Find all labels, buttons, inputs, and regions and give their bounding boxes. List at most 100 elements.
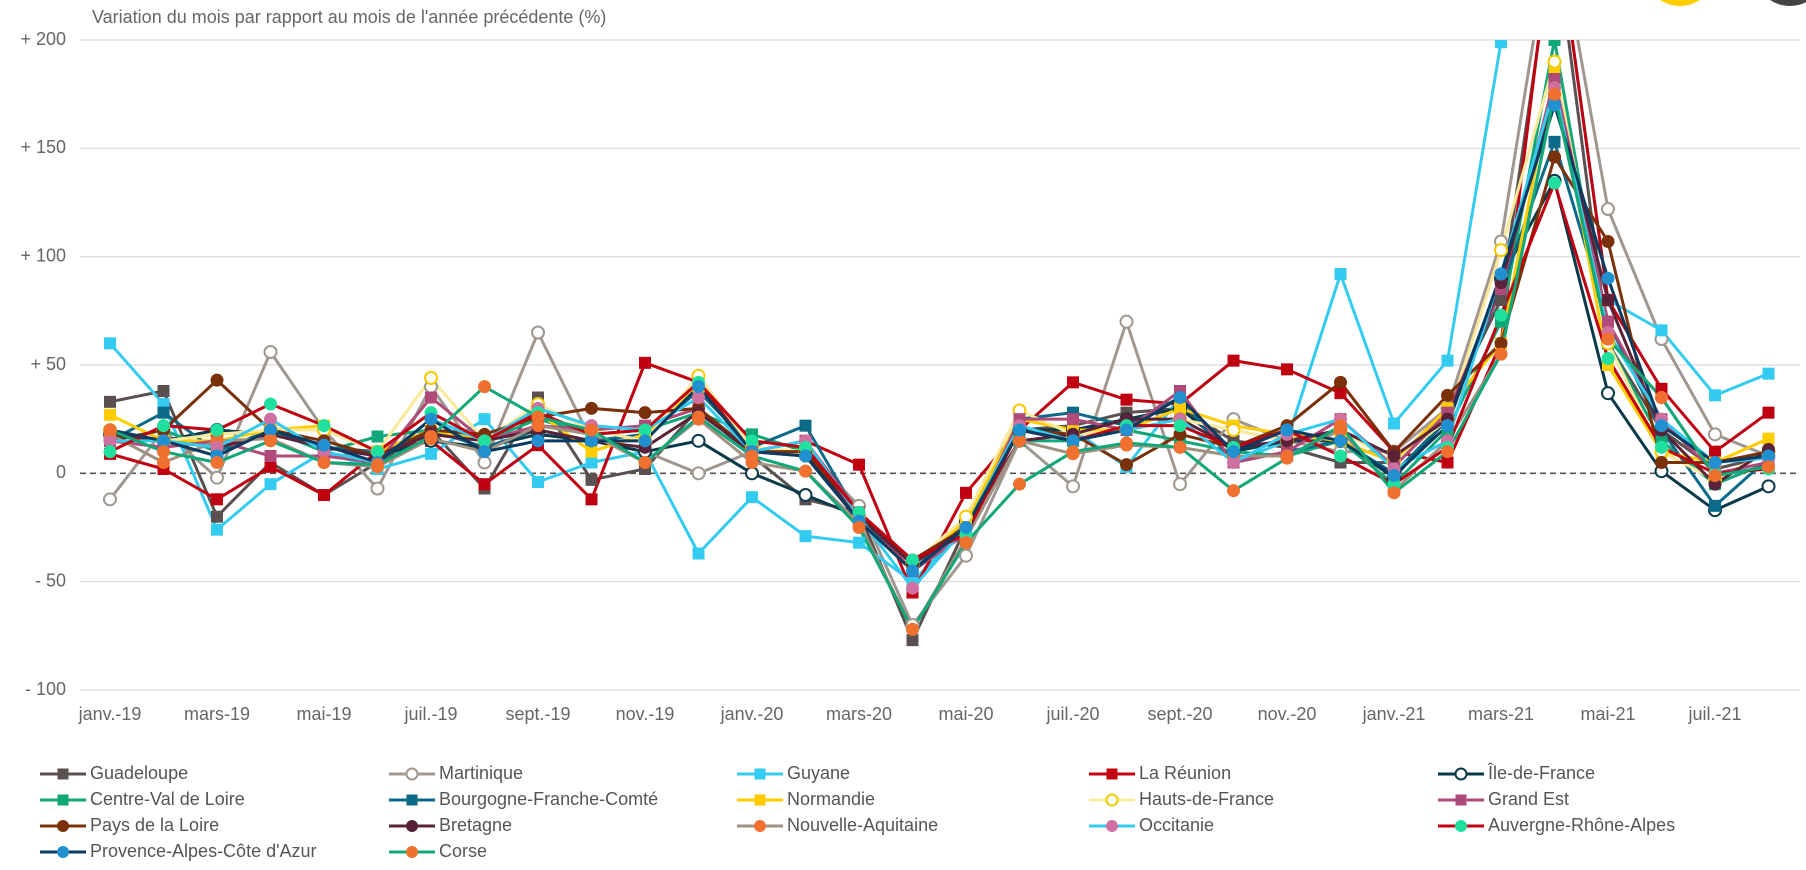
- marker: [1708, 456, 1722, 469]
- marker: [264, 450, 277, 462]
- x-tick-label: janv.-19: [78, 704, 142, 724]
- legend-label: Auvergne-Rhône-Alpes: [1488, 815, 1675, 835]
- marker: [103, 423, 117, 437]
- marker: [1548, 40, 1561, 46]
- marker: [210, 373, 224, 387]
- legend-item: Hauts-de-France: [1089, 789, 1274, 809]
- marker: [745, 449, 759, 463]
- marker: [157, 385, 170, 397]
- x-tick-label: juil.-20: [1045, 704, 1099, 724]
- marker: [1387, 486, 1401, 500]
- x-tick-label: mars-21: [1468, 704, 1534, 724]
- marker: [1655, 440, 1668, 454]
- x-tick-label: mai-21: [1580, 704, 1635, 724]
- marker: [1334, 419, 1347, 433]
- marker: [103, 434, 117, 448]
- marker: [1173, 440, 1187, 454]
- marker: [263, 345, 278, 359]
- legend-label: Centre-Val de Loire: [90, 789, 245, 809]
- marker: [1334, 449, 1347, 463]
- marker: [1120, 423, 1133, 437]
- y-tick-label: 0: [56, 462, 66, 482]
- marker: [799, 449, 812, 463]
- marker: [1227, 445, 1240, 459]
- y-tick-label: + 50: [30, 354, 66, 374]
- x-tick-label: juil.-19: [403, 704, 457, 724]
- marker: [57, 820, 69, 832]
- marker: [406, 846, 418, 858]
- marker: [478, 445, 491, 459]
- marker: [585, 456, 598, 469]
- marker: [1281, 363, 1293, 376]
- marker: [1762, 449, 1775, 463]
- marker: [371, 445, 384, 459]
- legend-item: Grand Est: [1438, 789, 1569, 809]
- marker: [210, 456, 224, 469]
- marker: [906, 564, 919, 578]
- legend-label: Île-de-France: [1487, 763, 1595, 783]
- marker: [1226, 423, 1241, 437]
- marker: [57, 768, 69, 780]
- marker: [1548, 150, 1561, 164]
- marker: [478, 478, 491, 491]
- x-tick-label: janv.-20: [720, 704, 784, 724]
- marker: [585, 423, 598, 437]
- marker: [1708, 427, 1722, 442]
- marker: [1494, 267, 1508, 281]
- marker: [1762, 432, 1775, 445]
- marker: [1601, 202, 1615, 216]
- legend-item: Centre-Val de Loire: [40, 789, 245, 809]
- marker: [1709, 389, 1721, 402]
- plot-area: [103, 40, 1776, 647]
- series-line: [109, 77, 1769, 573]
- marker: [1495, 40, 1507, 49]
- legend-label: Bourgogne-Franche-Comté: [439, 789, 658, 809]
- marker: [639, 356, 651, 369]
- marker: [799, 464, 812, 478]
- marker: [754, 820, 766, 832]
- marker: [638, 406, 652, 420]
- marker: [638, 434, 652, 448]
- marker: [103, 445, 117, 459]
- legend-item: Corse: [389, 841, 487, 861]
- marker: [959, 548, 973, 563]
- marker: [1334, 375, 1347, 389]
- marker: [1119, 314, 1134, 329]
- marker: [585, 493, 598, 506]
- marker: [1066, 445, 1080, 459]
- x-tick-label: sept.-19: [505, 704, 570, 724]
- marker: [157, 456, 170, 469]
- legend-label: Guyane: [787, 763, 850, 783]
- marker: [406, 820, 418, 832]
- legend-item: Nouvelle-Aquitaine: [737, 815, 938, 835]
- legend-label: Hauts-de-France: [1139, 789, 1274, 809]
- legend-item: Normandie: [737, 789, 875, 809]
- x-tick-label: mai-20: [938, 704, 993, 724]
- marker: [1066, 479, 1080, 494]
- marker: [1548, 135, 1561, 148]
- marker: [57, 794, 69, 806]
- legend-item: Martinique: [389, 763, 523, 783]
- marker: [1334, 434, 1347, 448]
- marker: [1601, 332, 1615, 346]
- legend-label: Grand Est: [1488, 789, 1569, 809]
- marker: [1655, 324, 1668, 337]
- marker: [1120, 436, 1133, 450]
- marker: [1387, 449, 1401, 463]
- marker: [1120, 458, 1133, 472]
- marker: [1106, 768, 1118, 780]
- marker: [745, 434, 759, 448]
- y-tick-label: + 150: [20, 137, 66, 157]
- marker: [1227, 456, 1240, 469]
- marker: [1388, 417, 1400, 430]
- marker: [585, 445, 598, 458]
- y-tick-label: - 100: [25, 679, 66, 699]
- legend-item: Auvergne-Rhône-Alpes: [1438, 815, 1675, 835]
- marker: [1280, 451, 1294, 465]
- marker: [1655, 456, 1668, 469]
- marker: [798, 488, 813, 502]
- marker: [1105, 793, 1119, 807]
- marker: [532, 476, 544, 488]
- marker: [157, 419, 170, 433]
